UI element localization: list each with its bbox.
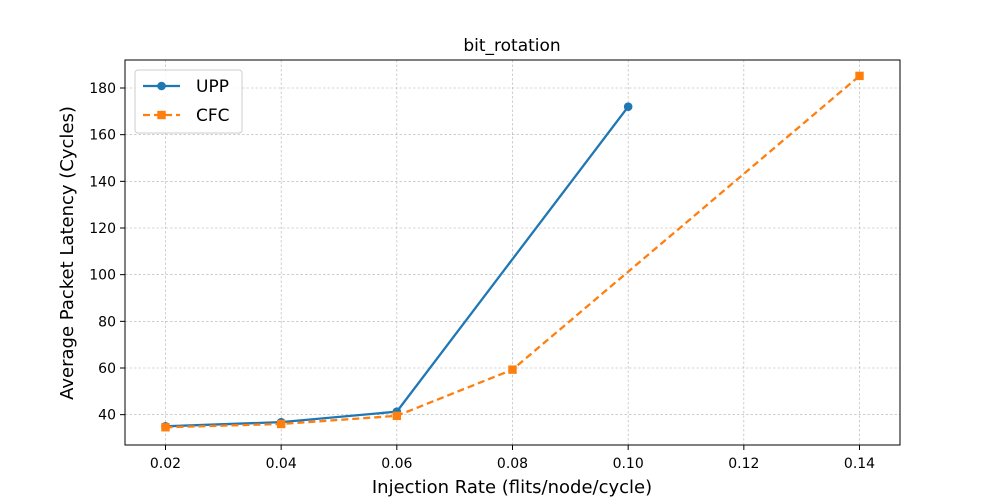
y-tick-label: 100	[89, 268, 116, 284]
y-tick-label: 80	[98, 314, 116, 330]
legend: UPP CFC	[134, 69, 243, 134]
y-tick-label: 120	[89, 221, 116, 237]
series-layer	[161, 71, 864, 432]
series-line-upp	[165, 105, 630, 428]
legend-swatch-marker	[157, 110, 166, 120]
y-tick-label: 160	[89, 128, 116, 144]
x-tick-label: 0.10	[613, 456, 644, 472]
x-tick-label: 0.02	[150, 456, 181, 472]
y-tick-label: 140	[89, 174, 116, 190]
data-point-cfc	[276, 419, 286, 429]
x-tick-label: 0.06	[381, 456, 412, 472]
chart-title: bit_rotation	[463, 36, 560, 56]
legend-entry-upp: UPP	[143, 77, 229, 97]
data-point-upp	[623, 102, 633, 111]
x-tick-label: 0.08	[497, 456, 528, 472]
y-tick-label: 60	[98, 361, 116, 377]
x-axis-title: Injection Rate (flits/node/cycle)	[372, 477, 652, 498]
x-tick-label: 0.12	[728, 456, 759, 472]
x-axis-ticks: 0.02 0.04 0.06 0.08 0.10 0.12 0.14	[150, 445, 875, 472]
data-point-cfc	[161, 423, 170, 432]
y-axis-title: Average Packet Latency (Cycles)	[57, 106, 78, 400]
data-point-cfc	[392, 411, 402, 421]
legend-label: UPP	[196, 77, 229, 97]
y-tick-label: 180	[89, 81, 116, 97]
legend-label: CFC	[196, 106, 230, 126]
series-cfc	[161, 71, 864, 432]
legend-entry-cfc: CFC	[143, 106, 230, 126]
legend-swatch-marker	[157, 81, 166, 91]
x-tick-label: 0.04	[266, 456, 297, 472]
data-point-cfc	[508, 365, 517, 374]
y-axis-ticks: 40 60 80 100 120 140 160 180	[89, 81, 125, 424]
data-point-cfc	[855, 71, 864, 81]
x-tick-label: 0.14	[844, 456, 875, 472]
y-tick-label: 40	[98, 408, 116, 424]
